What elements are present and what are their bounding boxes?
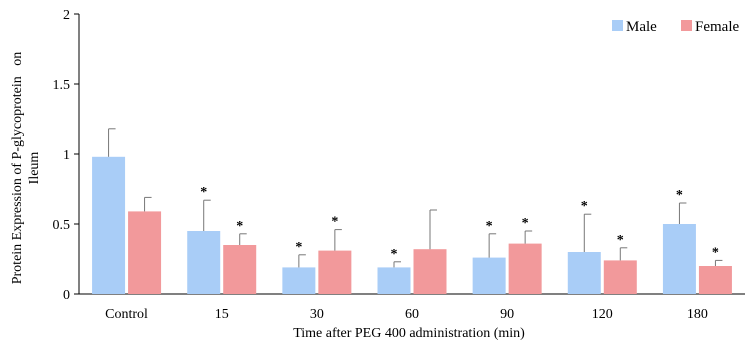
significance-marker: * bbox=[295, 240, 302, 255]
bar-male bbox=[662, 224, 696, 294]
bar-female bbox=[223, 245, 257, 294]
bar-female bbox=[508, 243, 542, 294]
legend-swatch-male bbox=[612, 20, 623, 31]
bar-male bbox=[92, 156, 126, 294]
significance-marker: * bbox=[712, 245, 719, 260]
x-axis-title: Time after PEG 400 administration (min) bbox=[293, 326, 525, 341]
significance-marker: * bbox=[581, 199, 588, 214]
significance-marker: * bbox=[236, 219, 243, 234]
x-tick-label: 120 bbox=[592, 307, 613, 322]
y-tick-label: 1 bbox=[63, 148, 70, 163]
y-axis-title-line: Protein Expression of P-glycoprotein on bbox=[10, 52, 25, 285]
y-axis-title-line: Ileum bbox=[27, 152, 42, 185]
bar-female bbox=[318, 250, 352, 294]
significance-marker: * bbox=[676, 188, 683, 203]
legend-label-male: Male bbox=[626, 19, 657, 35]
bar-female bbox=[128, 211, 162, 294]
legend-swatch-female bbox=[681, 20, 692, 31]
x-tick-label: 180 bbox=[687, 307, 708, 322]
bar-male bbox=[377, 267, 411, 294]
legend-label-female: Female bbox=[695, 19, 739, 35]
x-tick-label: 15 bbox=[215, 307, 229, 322]
bar-female bbox=[603, 260, 637, 294]
significance-marker: * bbox=[200, 185, 207, 200]
x-tick-label: Control bbox=[105, 307, 148, 322]
x-tick-label: 60 bbox=[405, 307, 419, 322]
bar-male bbox=[187, 231, 221, 294]
y-axis-title: Protein Expression of P-glycoprotein on I… bbox=[10, 52, 42, 285]
x-tick-label: 30 bbox=[310, 307, 324, 322]
bar-male bbox=[472, 257, 506, 294]
significance-marker: * bbox=[331, 215, 338, 230]
x-tick-label: 90 bbox=[500, 307, 514, 322]
bar-male bbox=[567, 252, 601, 294]
bar-male bbox=[282, 267, 316, 294]
y-tick-label: 1.5 bbox=[53, 78, 71, 93]
significance-marker: * bbox=[391, 247, 398, 262]
bar-female bbox=[698, 266, 732, 294]
significance-marker: * bbox=[522, 216, 529, 231]
y-tick-label: 2 bbox=[63, 8, 70, 23]
significance-marker: * bbox=[617, 233, 624, 248]
y-tick-label: 0 bbox=[63, 288, 70, 303]
significance-marker: * bbox=[486, 219, 493, 234]
bar-female bbox=[413, 249, 447, 294]
y-tick-label: 0.5 bbox=[53, 218, 71, 233]
